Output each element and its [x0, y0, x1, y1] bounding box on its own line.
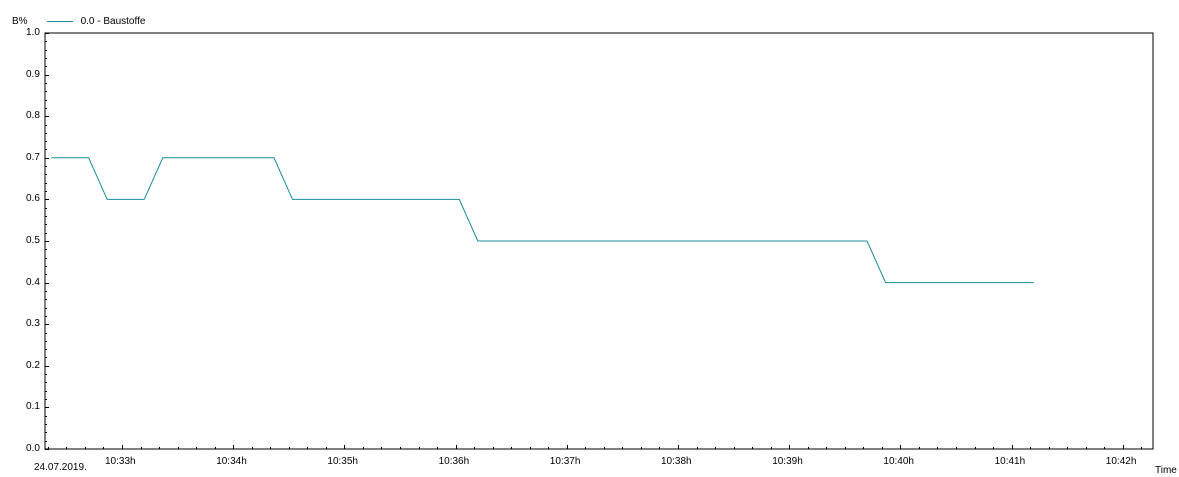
y-tick-label: 0.9 [26, 68, 40, 80]
legend: B% 0.0 - Baustoffe [12, 15, 145, 27]
y-tick-label: 0.2 [26, 359, 40, 371]
x-tick-label: 10:42h [1105, 456, 1137, 467]
x-tick-label: 10:33h [105, 456, 136, 467]
y-axis-label: B% [12, 15, 28, 27]
series-line-0 [51, 157, 1034, 284]
y-tick-label: 0.7 [26, 151, 40, 163]
x-tick-label: 10:36h [438, 456, 470, 467]
x-tick-label: 10:38h [661, 456, 692, 467]
x-tick-label: 10:39h [772, 456, 803, 467]
x-tick-label: 10:35h [327, 456, 358, 467]
y-tick-label: 1.0 [26, 27, 40, 38]
x-tick-label: 10:37h [549, 456, 581, 467]
x-axis-label: Time [1155, 465, 1177, 476]
y-tick-label: 0.0 [26, 443, 40, 454]
y-tick-label: 0.3 [26, 318, 40, 330]
legend-swatch [46, 20, 73, 22]
y-tick-label: 0.1 [26, 401, 40, 413]
y-tick-label: 0.4 [26, 276, 40, 288]
y-tick-label: 0.8 [26, 110, 40, 122]
x-tick-label: 10:34h [216, 456, 247, 467]
y-tick-label: 0.6 [26, 193, 40, 205]
legend-series-label: 0.0 - Baustoffe [80, 15, 146, 27]
x-tick-label: 10:41h [994, 456, 1026, 467]
date-label: 24.07.2019. [34, 462, 87, 473]
x-tick-label: 10:40h [883, 456, 914, 467]
y-tick-label: 0.5 [26, 235, 40, 246]
